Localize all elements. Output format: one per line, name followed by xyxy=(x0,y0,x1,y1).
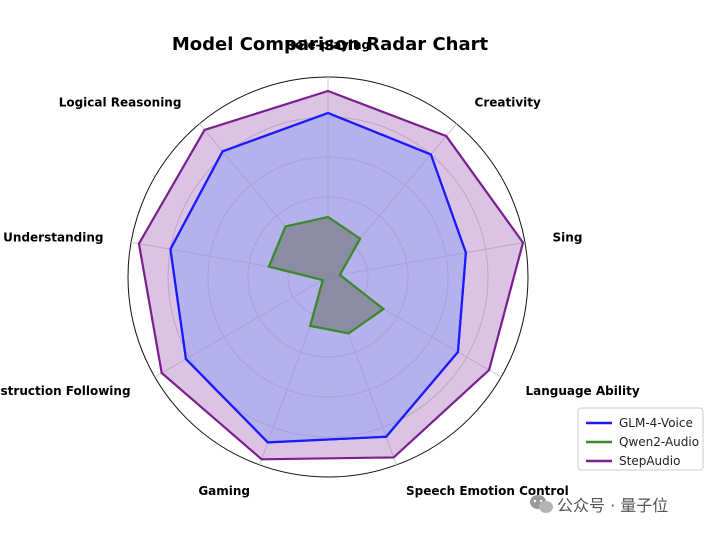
series-qwen2-audio-line xyxy=(267,215,386,335)
watermark: 公众号 · 量子位 xyxy=(530,495,668,515)
axis-label-language-ability: Language Ability xyxy=(525,384,639,398)
chart-title: Model Comparison Radar Chart xyxy=(172,34,489,55)
legend: GLM-4-Voice Qwen2-Audio StepAudio xyxy=(577,407,704,471)
wechat-icon xyxy=(530,495,553,513)
legend-label-glm-4-voice: GLM-4-Voice xyxy=(619,416,693,430)
axis-label-voice-instruction-following: Voice Instruction Following xyxy=(0,384,131,398)
series-glm-4-voice-line xyxy=(169,111,467,444)
axis-label-voice-understanding: Voice Understanding xyxy=(0,230,103,244)
axis-label-role-playing: Role-playing xyxy=(286,38,370,52)
legend-label-stepaudio: StepAudio xyxy=(619,454,680,468)
watermark-text: 公众号 · 量子位 xyxy=(557,496,668,515)
axis-label-logical-reasoning: Logical Reasoning xyxy=(59,95,182,109)
legend-label-qwen2-audio: Qwen2-Audio xyxy=(619,435,699,449)
axis-label-sing: Sing xyxy=(553,230,583,244)
radar-series-group xyxy=(137,89,525,461)
axis-label-gaming: Gaming xyxy=(198,484,250,498)
axis-labels: Role-playing Creativity Sing Language Abili… xyxy=(0,38,640,498)
axis-label-speech-emotion-control: Speech Emotion Control xyxy=(406,484,569,498)
axis-label-creativity: Creativity xyxy=(475,95,541,109)
